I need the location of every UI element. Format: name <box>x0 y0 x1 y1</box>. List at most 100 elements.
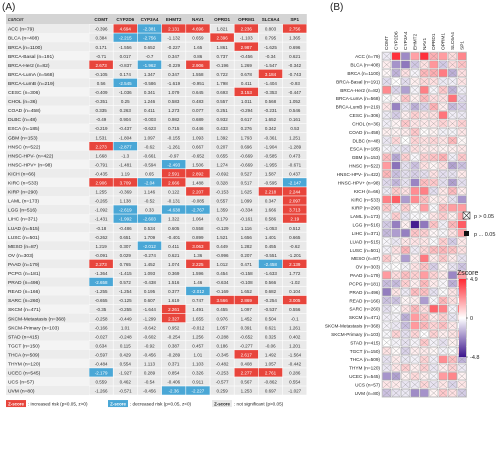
cell-value: -0.158 <box>240 271 253 276</box>
table-cell <box>210 160 234 169</box>
heatmap-row-label: MESO (n=87) <box>351 256 380 261</box>
cell-value: 1.093 <box>192 135 204 140</box>
table-cell <box>234 341 259 350</box>
cell-value: -0.486 <box>119 226 132 231</box>
table-cell <box>113 313 138 323</box>
table-cell <box>282 295 307 305</box>
heatmap-cross <box>448 187 457 195</box>
cell-value: 0.517 <box>241 181 253 186</box>
heatmap-cross <box>429 288 438 296</box>
cell-value: 0.982 <box>168 117 180 122</box>
heatmap-row-label: THYM (n=120) <box>349 366 380 371</box>
cell-value: 0.454 <box>216 271 228 276</box>
table-cell <box>234 160 259 169</box>
heatmap-cross <box>429 364 438 372</box>
cell-value: -2.36 <box>169 389 180 394</box>
cell-value: 1.36 <box>194 253 203 258</box>
cell-value: 0.586 <box>265 217 277 222</box>
heatmap-row-label: GBM (n=153) <box>352 155 381 160</box>
cell-value: 0.652 <box>144 45 156 50</box>
cell-value: 0.722 <box>216 72 228 77</box>
table-cell <box>89 187 113 196</box>
cell-value: 0.371 <box>168 362 180 367</box>
cell-value: 1.282 <box>241 244 253 249</box>
heatmap-cross <box>457 254 466 262</box>
heatmap-cross <box>392 170 401 178</box>
cell-value: 2.666 <box>168 181 180 186</box>
table-cell <box>186 250 210 259</box>
table-cell <box>89 87 113 97</box>
heatmap-cross <box>392 69 401 77</box>
table-cell <box>258 105 283 115</box>
row-label: BRCA-Basal (n=191) <box>8 54 54 60</box>
header-column: CYP3A4 <box>141 17 159 22</box>
cell-value: 2.218 <box>265 190 277 195</box>
cell-value: -0.447 <box>288 90 301 95</box>
table-cell <box>89 60 113 69</box>
table-cell <box>161 223 186 232</box>
table-cell <box>186 368 210 377</box>
cell-value: -0.254 <box>167 334 180 339</box>
heatmap-cross <box>420 120 429 128</box>
heatmap-cell <box>401 195 410 204</box>
table-cell <box>258 141 283 151</box>
heatmap-cross <box>457 77 466 86</box>
colorbar-gradient <box>459 279 466 357</box>
cell-value: 1.655 <box>192 316 204 321</box>
cell-value: -0.258 <box>95 316 108 321</box>
table-cell <box>186 359 210 368</box>
table-cell <box>113 196 138 205</box>
table-cell <box>137 268 162 278</box>
row-label: UCS (n=57) <box>8 380 34 386</box>
cell-value: 2.987 <box>241 45 253 50</box>
table-cell <box>89 368 113 377</box>
cell-value: 0.289 <box>144 371 156 376</box>
table-cell <box>137 277 162 287</box>
heatmap-cross <box>401 170 410 178</box>
heatmap-column-label: SLC6A4 <box>450 32 456 50</box>
cell-value: 0.387 <box>168 343 180 348</box>
table-cell <box>258 151 283 160</box>
heatmap-cross <box>439 229 448 237</box>
heatmap-cross <box>410 212 419 220</box>
cell-value: 0.195 <box>144 289 156 294</box>
heatmap-cross <box>439 296 448 304</box>
table-cell <box>258 178 283 187</box>
heatmap-cross <box>439 330 448 338</box>
heatmap-cross <box>448 347 457 355</box>
cell-value: -0.369 <box>119 190 132 195</box>
cell-value: 0.65 <box>145 171 154 176</box>
cell-value: -1.053 <box>264 226 277 231</box>
cell-value: -0.18 <box>96 226 107 231</box>
cell-value: -0.442 <box>288 362 301 367</box>
row-label-bg <box>6 232 89 242</box>
cell-value: 0.446 <box>192 126 204 131</box>
cell-value: 1.359 <box>216 208 228 213</box>
cell-value: 2.131 <box>168 27 180 32</box>
heatmap-cross <box>429 246 438 254</box>
heatmap-cross <box>448 381 457 389</box>
row-label-bg <box>6 268 89 278</box>
row-label-bg <box>6 304 89 314</box>
table-cell <box>186 123 210 133</box>
cell-value: 1.587 <box>265 171 277 176</box>
heatmap-cross <box>420 288 429 296</box>
table-cell <box>89 341 113 350</box>
cell-value: 2.139 <box>289 262 301 267</box>
table-cell <box>258 268 283 278</box>
table-cell <box>258 304 283 314</box>
heatmap-cross <box>392 187 401 195</box>
table-cell <box>234 286 259 296</box>
cell-value: -2.179 <box>95 371 108 376</box>
heatmap-cell <box>448 203 457 212</box>
row-label: THCA (n=509) <box>8 352 40 358</box>
heatmap-cell <box>438 69 448 77</box>
heatmap-cross <box>392 347 401 355</box>
table-cell <box>137 196 162 205</box>
table-cell <box>89 42 113 51</box>
table-cell <box>234 313 259 323</box>
table-cell <box>282 69 307 78</box>
heatmap-cell <box>429 304 439 313</box>
table-cell <box>137 368 162 377</box>
heatmap-cross <box>382 170 391 178</box>
